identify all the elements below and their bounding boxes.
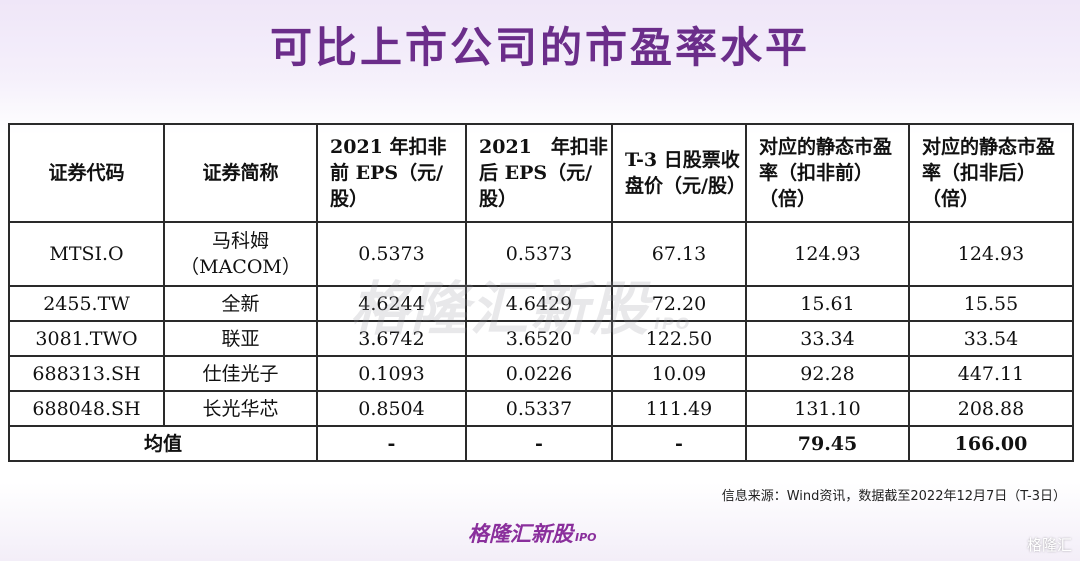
cell-eps-before: 0.8504 xyxy=(316,390,467,427)
cell-pe-before: 92.28 xyxy=(745,355,910,392)
cell-name: 马科姆（MACOM） xyxy=(163,221,318,287)
cell-eps-after: 0.0226 xyxy=(465,355,613,392)
logo-tag: IPO xyxy=(575,531,597,544)
cell-eps-before: 0.1093 xyxy=(316,355,467,392)
cell-name: 全新 xyxy=(163,285,318,322)
header-eps-before: 2021 年扣非前 EPS（元/股） xyxy=(316,123,467,223)
table-row: 2455.TW 全新 4.6244 4.6429 72.20 15.61 15.… xyxy=(8,285,1074,322)
cell-eps-after: 3.6520 xyxy=(465,320,613,357)
average-eps-after: - xyxy=(465,425,613,462)
cell-pe-before: 124.93 xyxy=(745,221,910,287)
cell-name: 仕佳光子 xyxy=(163,355,318,392)
average-pe-before: 79.45 xyxy=(745,425,910,462)
cell-pe-after: 124.93 xyxy=(908,221,1074,287)
corner-watermark: 格隆汇 xyxy=(1027,534,1072,555)
source-note: 信息来源：Wind资讯，数据截至2022年12月7日（T-3日） xyxy=(721,489,1066,504)
average-eps-before: - xyxy=(316,425,467,462)
header-close-price: T-3 日股票收盘价（元/股） xyxy=(611,123,747,223)
comparable-pe-table: 证券代码 证券简称 2021 年扣非前 EPS（元/股） 2021 年扣非后 E… xyxy=(8,123,1074,462)
header-pe-after: 对应的静态市盈率（扣非后）（倍） xyxy=(908,123,1074,223)
cell-code: MTSI.O xyxy=(8,221,165,287)
cell-pe-after: 447.11 xyxy=(908,355,1074,392)
cell-name: 联亚 xyxy=(163,320,318,357)
cell-name: 长光华芯 xyxy=(163,390,318,427)
cell-eps-before: 0.5373 xyxy=(316,221,467,287)
cell-close-price: 10.09 xyxy=(611,355,747,392)
cell-eps-after: 0.5337 xyxy=(465,390,613,427)
cell-close-price: 122.50 xyxy=(611,320,747,357)
average-close-price: - xyxy=(611,425,747,462)
cell-eps-before: 4.6244 xyxy=(316,285,467,322)
cell-code: 3081.TWO xyxy=(8,320,165,357)
cell-pe-before: 15.61 xyxy=(745,285,910,322)
average-row: 均值 - - - 79.45 166.00 xyxy=(8,425,1074,462)
table-row: 3081.TWO 联亚 3.6742 3.6520 122.50 33.34 3… xyxy=(8,320,1074,357)
cell-code: 688048.SH xyxy=(8,390,165,427)
header-eps-after: 2021 年扣非后 EPS（元/股） xyxy=(465,123,613,223)
cell-eps-after: 0.5373 xyxy=(465,221,613,287)
cell-pe-after: 208.88 xyxy=(908,390,1074,427)
header-name: 证券简称 xyxy=(163,123,318,223)
cell-code: 2455.TW xyxy=(8,285,165,322)
brand-logo: 格隆汇新股 IPO xyxy=(468,518,597,548)
table-row: MTSI.O 马科姆（MACOM） 0.5373 0.5373 67.13 12… xyxy=(8,221,1074,287)
cell-eps-after: 4.6429 xyxy=(465,285,613,322)
cell-eps-before: 3.6742 xyxy=(316,320,467,357)
table-row: 688313.SH 仕佳光子 0.1093 0.0226 10.09 92.28… xyxy=(8,355,1074,392)
average-pe-after: 166.00 xyxy=(908,425,1074,462)
average-label: 均值 xyxy=(8,425,318,462)
cell-close-price: 67.13 xyxy=(611,221,747,287)
cell-pe-before: 131.10 xyxy=(745,390,910,427)
header-pe-before: 对应的静态市盈率（扣非前）（倍） xyxy=(745,123,910,223)
page-title: 可比上市公司的市盈率水平 xyxy=(269,23,810,72)
cell-pe-after: 33.54 xyxy=(908,320,1074,357)
table-header-row: 证券代码 证券简称 2021 年扣非前 EPS（元/股） 2021 年扣非后 E… xyxy=(8,123,1074,223)
cell-pe-before: 33.34 xyxy=(745,320,910,357)
cell-code: 688313.SH xyxy=(8,355,165,392)
header-code: 证券代码 xyxy=(8,123,165,223)
corner-watermark-text: 格隆汇 xyxy=(1026,536,1072,554)
logo-text: 格隆汇新股 xyxy=(468,522,573,546)
table-row: 688048.SH 长光华芯 0.8504 0.5337 111.49 131.… xyxy=(8,390,1074,427)
cell-close-price: 111.49 xyxy=(611,390,747,427)
cell-close-price: 72.20 xyxy=(611,285,747,322)
cell-pe-after: 15.55 xyxy=(908,285,1074,322)
